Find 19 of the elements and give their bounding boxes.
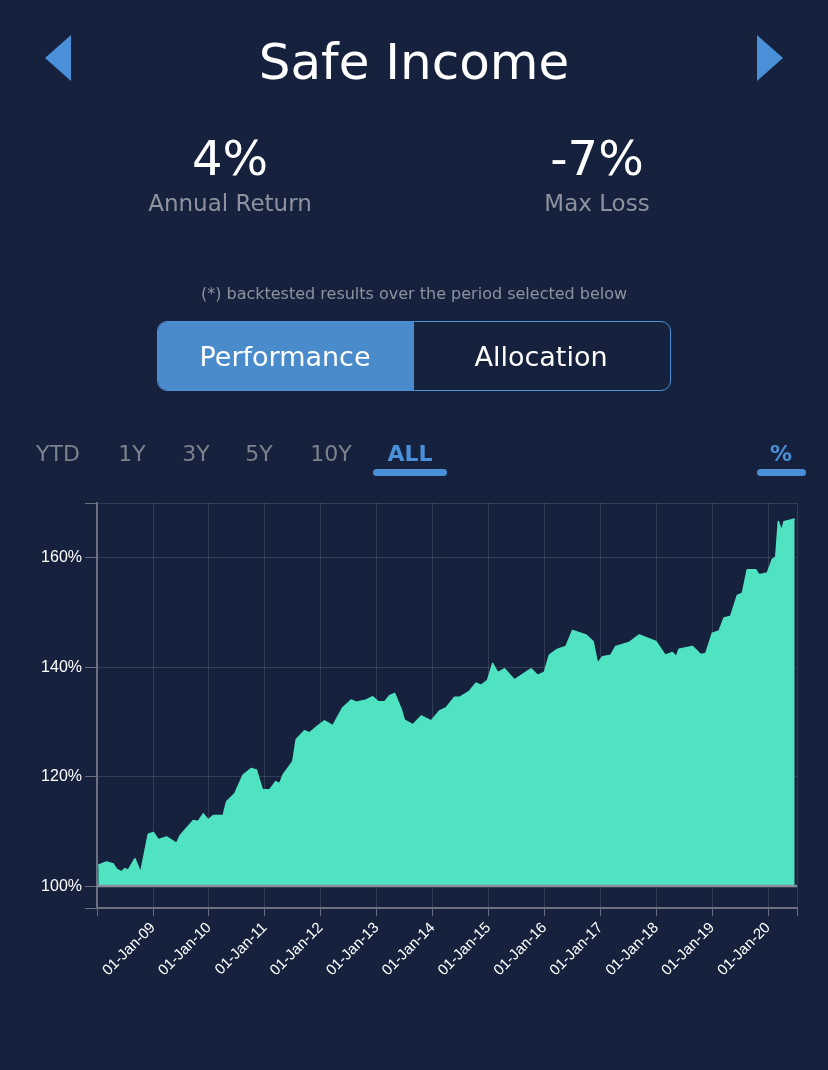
text: Annual Return — [148, 190, 312, 216]
text: 10Y — [310, 440, 352, 466]
text: % — [769, 440, 793, 466]
y-tick-label: 140% — [41, 657, 82, 675]
text: YTD — [36, 440, 80, 466]
text: 5Y — [245, 440, 273, 466]
text: Allocation — [474, 340, 608, 372]
text: -7% — [550, 130, 644, 186]
text: 4% — [191, 130, 269, 186]
text: Max Loss — [544, 190, 650, 216]
text: 3Y — [182, 440, 210, 466]
text: (*) backtested results over the period selected below — [200, 283, 628, 303]
chart-title: Safe Income — [258, 33, 570, 91]
text: Performance — [199, 340, 371, 372]
y-tick-label: 120% — [41, 767, 82, 785]
y-tick-label: 100% — [41, 876, 82, 894]
y-tick-label: 160% — [41, 548, 82, 566]
text: 1Y — [118, 440, 146, 466]
text: ALL — [387, 440, 433, 466]
